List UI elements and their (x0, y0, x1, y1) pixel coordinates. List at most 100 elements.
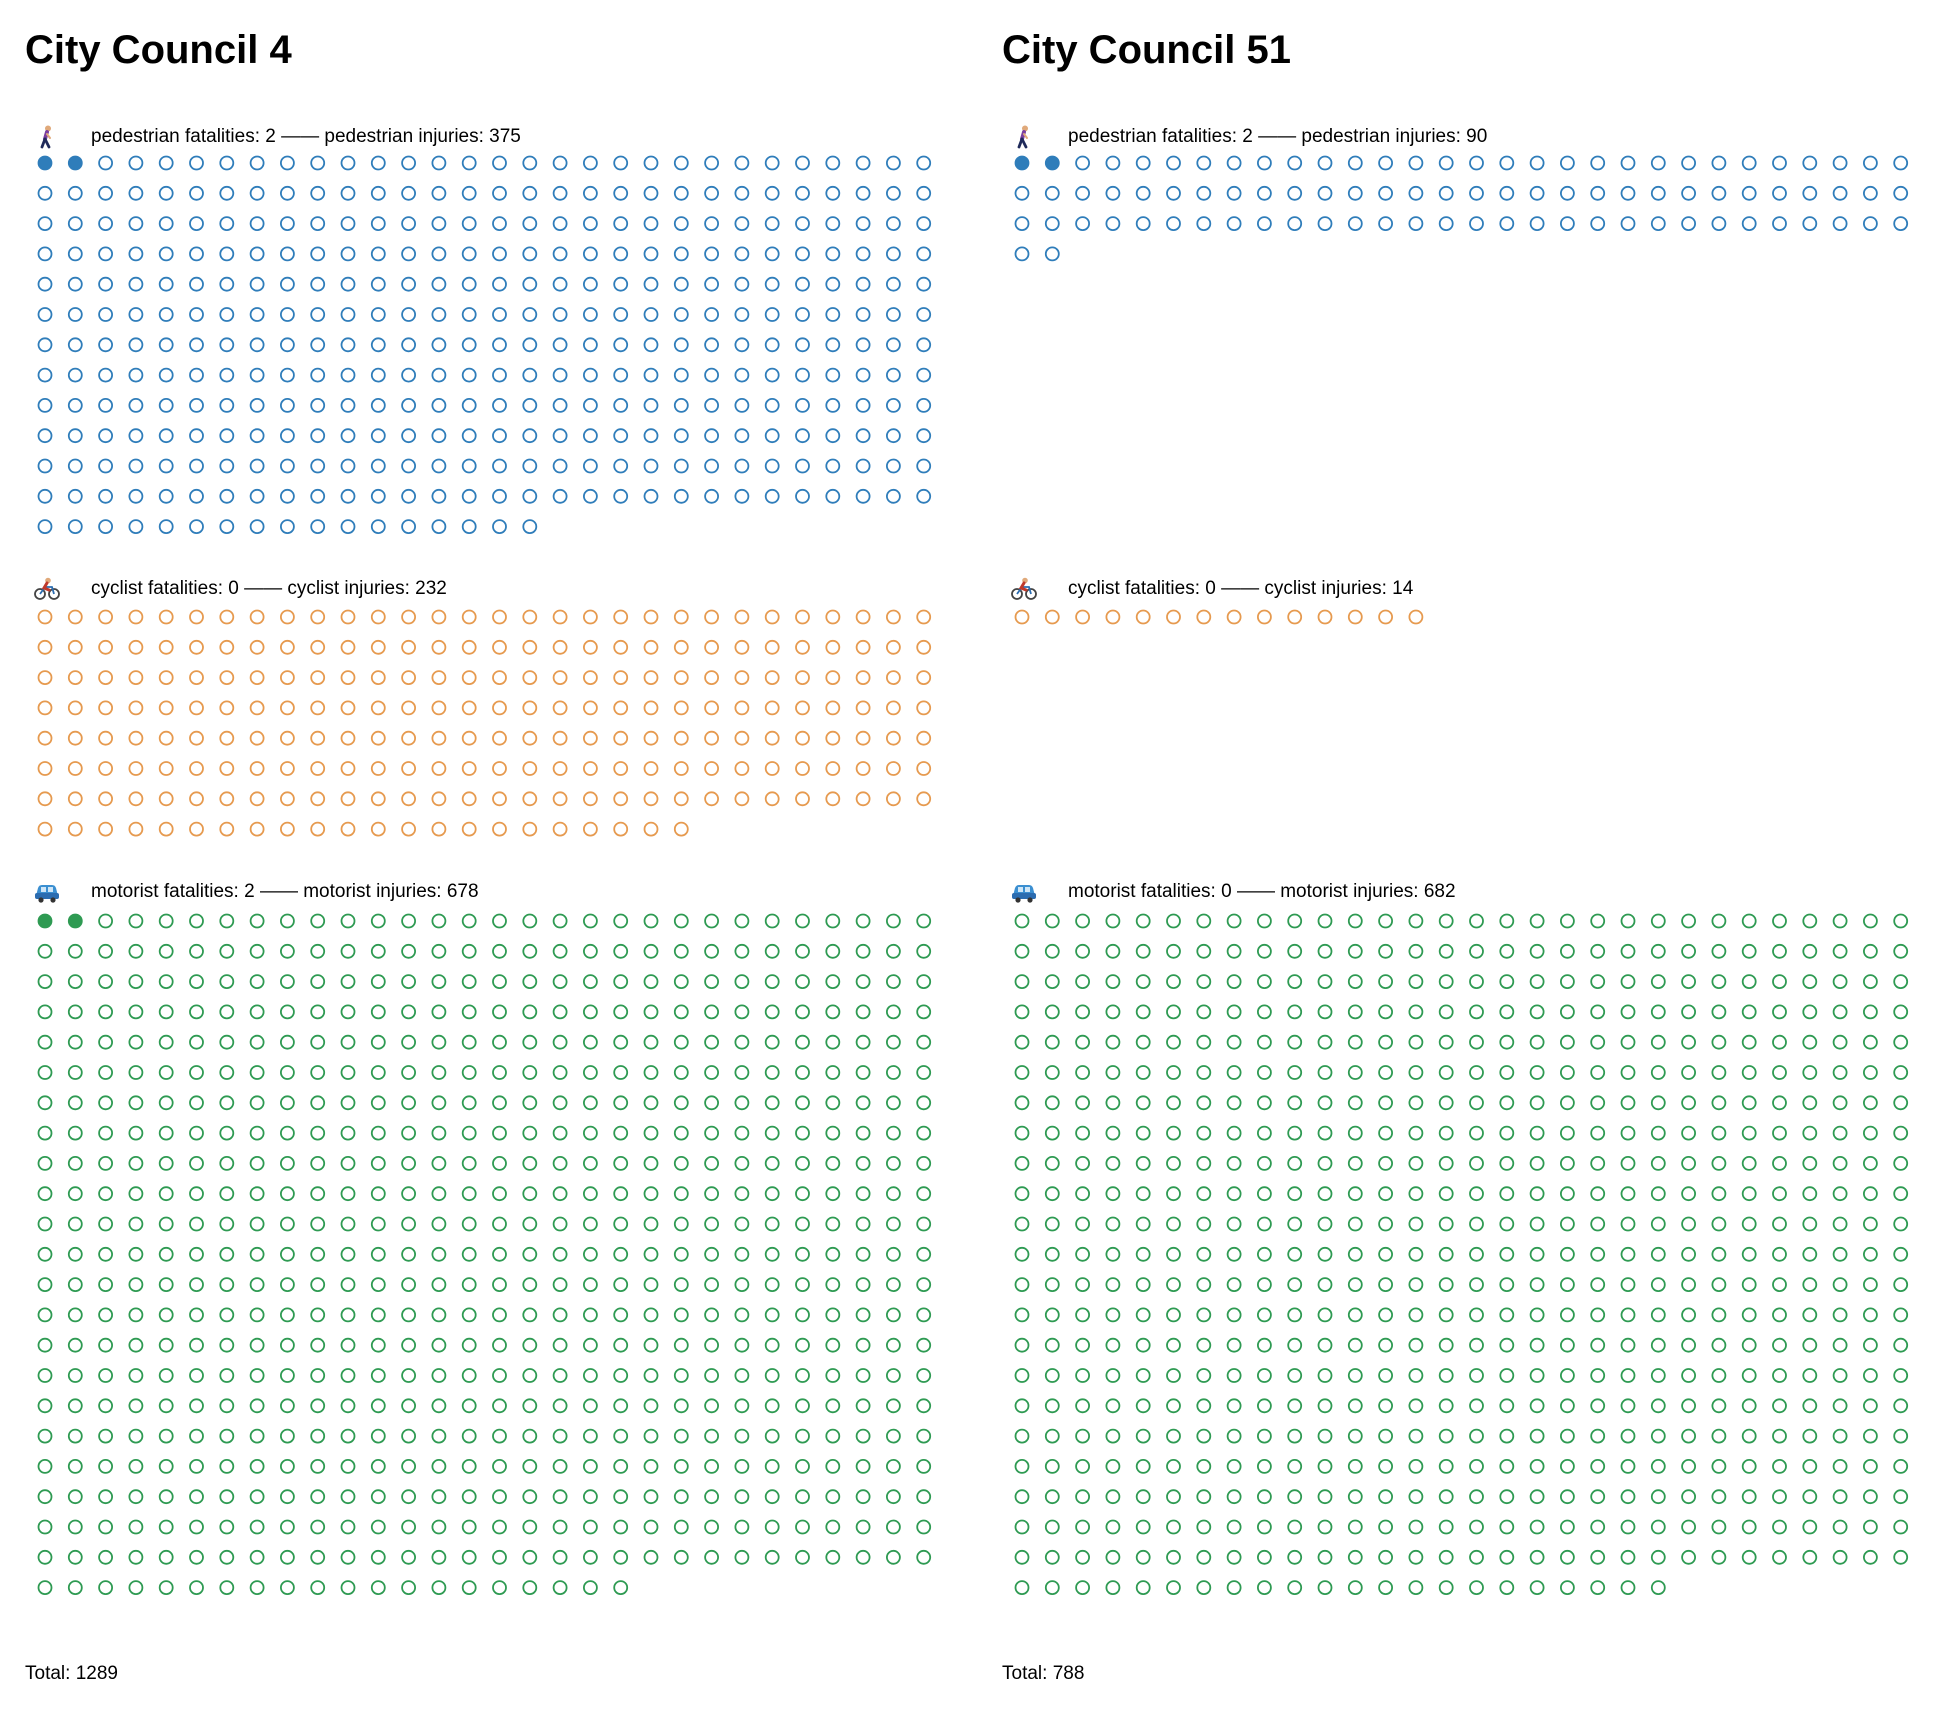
pedestrian-injury-dot (219, 246, 235, 262)
motorist-injury-dot (249, 1034, 265, 1050)
cyclist-injury-dot (279, 821, 295, 837)
motorist-injury-dot (764, 1519, 780, 1535)
cyclist-injury-dot (128, 609, 144, 625)
pedestrian-injury-dot (67, 185, 83, 201)
pedestrian-injury-dot (583, 216, 598, 231)
motorist-injury-dot (37, 1489, 53, 1505)
cyclist-icon (1011, 577, 1037, 601)
pedestrian-injury-dot (886, 155, 901, 171)
motorist-injury-dot (886, 1398, 901, 1414)
motorist-injury-dot (825, 1337, 841, 1353)
motorist-injury-dot (128, 1125, 144, 1141)
motorist-injury-dot (704, 1519, 719, 1535)
motorist-injury-dot (1014, 943, 1030, 959)
pedestrian-injury-dot (855, 216, 871, 231)
motorist-injury-dot (764, 1398, 780, 1414)
motorist-injury-dot (219, 1428, 235, 1444)
motorist-injury-dot (1711, 1549, 1727, 1565)
cyclist-injury-dot (734, 700, 750, 716)
motorist-injury-dot (583, 974, 598, 989)
motorist-injury-dot (1741, 1489, 1757, 1505)
motorist-injury-dot (1166, 913, 1181, 929)
pedestrian-injury-dot (613, 458, 629, 474)
motorist-injury-dot (1135, 1125, 1151, 1141)
motorist-injury-dot (431, 1004, 447, 1020)
motorist-injury-dot (1529, 1580, 1545, 1595)
motorist-injury-dot (1741, 913, 1757, 929)
motorist-injury-dot (98, 1277, 113, 1293)
pedestrian-injury-dot (98, 428, 113, 444)
motorist-injury-dot (158, 1580, 174, 1595)
motorist-injury-dot (279, 1549, 295, 1565)
motorist-injury-dot (734, 1155, 750, 1171)
pedestrian-injury-dot (158, 458, 174, 474)
motorist-injury-dot (1347, 1186, 1363, 1202)
motorist-injury-dot (1256, 1034, 1272, 1050)
motorist-injury-dot (98, 1398, 113, 1414)
motorist-injury-dot (1741, 974, 1757, 989)
motorist-injury-dot (1408, 974, 1424, 989)
cyclist-injury-dot (583, 730, 598, 746)
pedestrian-header: pedestrian fatalities: 2 —— pedestrian i… (34, 122, 521, 152)
motorist-injury-dot (613, 1186, 629, 1202)
motorist-injury-dot (1772, 1065, 1787, 1080)
pedestrian-injury-dot (1711, 155, 1727, 171)
council-panel-4: City Council 4 pedestrian fatalities: 2 … (25, 0, 965, 1720)
motorist-injury-dot (522, 1216, 538, 1232)
motorist-injury-dot (764, 974, 780, 989)
motorist-injury-dot (1893, 1368, 1909, 1383)
pedestrian-injury-dot (37, 397, 53, 413)
motorist-injury-dot (886, 1337, 901, 1353)
motorist-injury-dot (1802, 1246, 1818, 1262)
motorist-injury-dot (401, 1216, 417, 1232)
motorist-injury-dot (855, 1216, 871, 1232)
motorist-injury-dot (1317, 1549, 1333, 1565)
motorist-injury-dot (1378, 1368, 1394, 1383)
motorist-injury-dot (1711, 1277, 1727, 1293)
cyclist-injury-dot (492, 670, 507, 685)
cyclist-injury-dot (552, 821, 568, 837)
pedestrian-injury-dot (1499, 216, 1515, 231)
motorist-injury-dot (795, 1186, 810, 1202)
pedestrian-injury-dot (1650, 216, 1666, 231)
motorist-injury-dot (613, 1155, 629, 1171)
motorist-injury-dot (795, 1489, 810, 1505)
cyclist-injury-dot (886, 609, 901, 625)
motorist-injury-dot (764, 1337, 780, 1353)
motorist-injury-dot (1772, 1307, 1787, 1323)
pedestrian-injury-dot (1105, 185, 1121, 201)
motorist-injury-dot (1832, 913, 1848, 929)
motorist-injury-dot (886, 1155, 901, 1171)
motorist-injury-dot (1075, 1065, 1090, 1080)
cyclist-injury-dot (613, 700, 629, 716)
pedestrian-injury-dot (916, 276, 932, 292)
motorist-injury-dot (1166, 1125, 1181, 1141)
motorist-injury-dot (1741, 1398, 1757, 1414)
cyclist-injury-dot (370, 700, 386, 716)
motorist-injury-dot (1196, 1095, 1212, 1111)
cyclist-injury-dot (492, 700, 507, 716)
motorist-injury-dot (916, 1034, 932, 1050)
motorist-injury-dot (1802, 1549, 1818, 1565)
pedestrian-injury-dot (1287, 216, 1303, 231)
motorist-injury-dot (704, 1489, 719, 1505)
pedestrian-injury-dot (916, 155, 932, 171)
motorist-injury-dot (1772, 1125, 1787, 1141)
cyclist-injury-dot (673, 791, 689, 807)
motorist-injury-dot (128, 1489, 144, 1505)
motorist-injury-dot (552, 1307, 568, 1323)
pedestrian-injury-dot (825, 397, 841, 413)
pedestrian-injury-dot (886, 367, 901, 383)
motorist-injury-dot (916, 974, 932, 989)
pedestrian-injury-dot (67, 216, 83, 231)
pedestrian-injury-dot (492, 488, 507, 504)
cyclist-injury-dot (643, 761, 659, 776)
cyclist-injury-dot (492, 639, 507, 655)
motorist-injury-dot (1893, 1459, 1909, 1474)
motorist-injury-dot (1256, 1519, 1272, 1535)
motorist-injury-dot (1166, 1489, 1181, 1505)
pedestrian-injury-dot (522, 428, 538, 444)
motorist-injury-dot (1620, 1004, 1636, 1020)
motorist-injury-dot (1741, 1004, 1757, 1020)
motorist-injury-dot (1044, 1216, 1060, 1232)
